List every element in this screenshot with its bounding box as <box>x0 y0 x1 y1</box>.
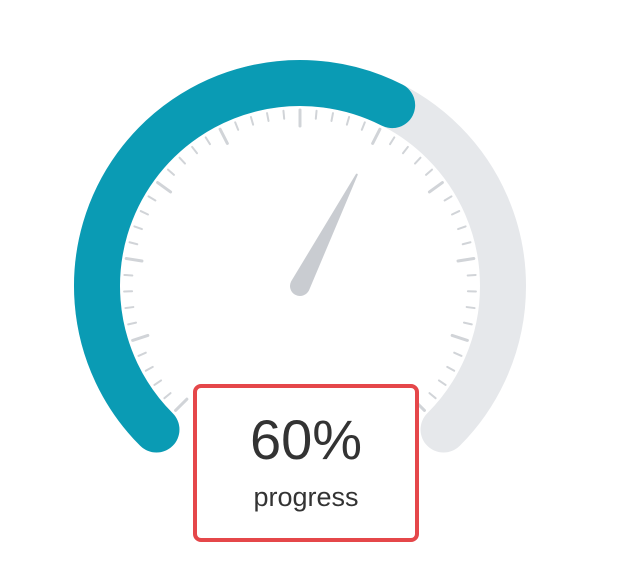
minor-tick <box>137 351 147 357</box>
gauge-progress-arc <box>74 60 416 453</box>
major-tick <box>131 333 150 342</box>
minor-tick <box>330 112 334 122</box>
major-tick <box>371 127 382 145</box>
minor-tick <box>266 112 270 122</box>
major-tick <box>174 397 189 412</box>
minor-tick <box>345 115 351 126</box>
major-tick <box>156 181 173 194</box>
minor-tick <box>414 156 422 165</box>
minor-tick <box>123 273 134 277</box>
minor-tick <box>425 168 434 176</box>
gauge-caption-label: progress <box>253 482 359 512</box>
minor-tick <box>451 210 461 216</box>
major-tick <box>450 333 469 342</box>
minor-tick <box>144 365 154 372</box>
minor-tick <box>457 225 467 231</box>
minor-tick <box>127 321 138 326</box>
minor-tick <box>124 306 135 310</box>
gauge-value-label: 60% <box>249 408 363 471</box>
minor-tick <box>389 136 396 146</box>
minor-tick <box>437 379 447 386</box>
minor-tick <box>166 168 175 176</box>
minor-tick <box>443 195 453 202</box>
minor-tick <box>428 392 437 400</box>
major-tick <box>218 127 229 145</box>
gauge-pointer <box>290 173 358 296</box>
minor-tick <box>234 121 240 131</box>
minor-tick <box>282 109 286 120</box>
minor-tick <box>139 210 149 216</box>
minor-tick <box>466 273 477 277</box>
minor-tick <box>163 392 172 400</box>
minor-tick <box>133 225 143 231</box>
major-tick <box>427 181 444 194</box>
minor-tick <box>453 351 463 357</box>
major-tick <box>124 256 144 263</box>
minor-tick <box>461 241 472 246</box>
minor-tick <box>147 195 157 202</box>
detail-box: 60% progress <box>193 384 419 542</box>
minor-tick <box>191 145 199 155</box>
major-tick <box>456 256 476 263</box>
minor-tick <box>401 145 409 155</box>
minor-tick <box>153 379 163 386</box>
minor-tick <box>178 156 186 165</box>
minor-tick <box>249 115 255 126</box>
minor-tick <box>314 109 318 120</box>
minor-tick <box>446 365 456 372</box>
minor-tick <box>128 241 139 246</box>
minor-tick <box>462 321 473 326</box>
minor-tick <box>360 121 366 131</box>
minor-tick <box>204 136 211 146</box>
minor-tick <box>465 306 476 310</box>
